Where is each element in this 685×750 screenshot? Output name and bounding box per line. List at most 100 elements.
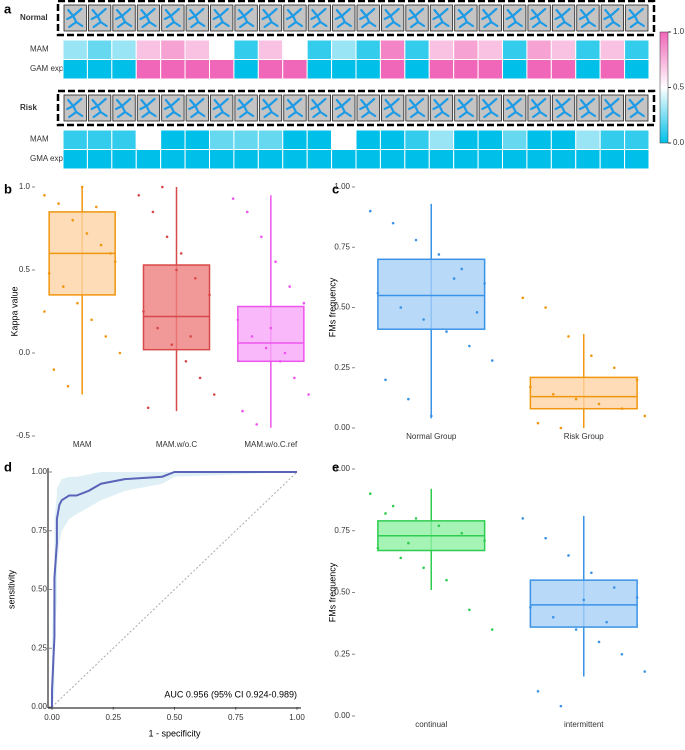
heat-cell <box>209 59 235 80</box>
heat-cell <box>599 149 626 170</box>
jitter-point <box>250 335 254 338</box>
jitter-point <box>567 554 570 557</box>
jitter-point <box>582 598 586 602</box>
y-tick-label: 0.00 <box>31 702 47 711</box>
jitter-point <box>384 378 387 382</box>
jitter-point <box>574 397 578 401</box>
jitter-point <box>376 546 380 550</box>
heat-cell <box>306 59 333 80</box>
jitter-point <box>597 640 601 644</box>
heat-cell <box>404 149 430 170</box>
row-label: MAM <box>30 135 49 144</box>
jitter-point <box>490 359 494 362</box>
heat-cell <box>404 39 430 60</box>
jitter-point <box>429 414 433 418</box>
heat-cell <box>428 149 455 170</box>
jitter-point <box>113 260 117 264</box>
box <box>529 579 638 628</box>
heat-cell <box>404 59 430 80</box>
y-tick-label: 0.5 <box>19 265 31 274</box>
jitter-point <box>231 197 235 200</box>
heat-cell <box>160 129 186 150</box>
heat-cell <box>428 39 455 60</box>
jitter-point <box>236 318 240 322</box>
heat-cell <box>355 129 381 150</box>
heat-cell <box>111 149 137 170</box>
skeleton-icon <box>188 7 206 29</box>
skeleton-icon <box>383 97 401 119</box>
jitter-point <box>391 504 395 508</box>
jitter-point <box>437 524 441 528</box>
jitter-point <box>422 318 425 321</box>
jitter-point <box>264 346 268 350</box>
heat-cell <box>62 149 88 170</box>
skeleton-icon <box>530 7 548 29</box>
panel-label: a <box>4 1 12 16</box>
skeleton-icon <box>334 97 352 119</box>
colorbar-label: 0.0 <box>673 138 685 147</box>
y-tick-label: 0.25 <box>31 643 47 652</box>
heat-cell <box>331 59 357 80</box>
jitter-point <box>529 385 532 389</box>
jitter-point <box>536 421 540 425</box>
jitter-point <box>245 210 249 214</box>
y-tick-label: 1.00 <box>334 182 350 191</box>
jitter-point <box>612 366 616 370</box>
heat-cell <box>575 129 601 150</box>
jitter-point <box>198 376 202 380</box>
jitter-point <box>483 539 486 542</box>
jitter-point <box>241 409 244 413</box>
skeleton-icon <box>90 97 108 119</box>
y-tick-label: 0.75 <box>31 526 47 535</box>
jitter-point <box>255 423 258 426</box>
heat-cell <box>624 59 650 80</box>
jitter-point <box>283 351 287 355</box>
heat-cell <box>550 149 577 170</box>
heat-cell <box>379 39 406 60</box>
jitter-point <box>391 221 395 225</box>
jitter-point <box>118 351 122 355</box>
heat-cell <box>379 59 406 80</box>
y-tick-label: 0.00 <box>334 423 350 432</box>
jitter-point <box>208 293 211 297</box>
y-tick-label: 0.50 <box>31 585 47 594</box>
jitter-point <box>194 277 197 280</box>
skeleton-icon <box>285 97 304 119</box>
jitter-point <box>71 218 75 222</box>
skeleton-icon <box>237 97 255 119</box>
jitter-point <box>146 406 150 410</box>
x-axis-label: 1 - specificity <box>148 728 201 738</box>
y-tick-label: 0.75 <box>334 242 350 251</box>
jitter-point <box>551 615 555 619</box>
jitter-point <box>620 652 624 656</box>
skeleton-icon <box>383 7 401 29</box>
jitter-point <box>368 492 372 496</box>
jitter-point <box>80 185 84 189</box>
skeleton-icon <box>554 7 572 29</box>
x-tick-label: Normal Group <box>406 432 457 441</box>
skeleton-icon <box>359 97 377 119</box>
heat-cell <box>453 129 479 150</box>
heat-cell <box>257 59 284 80</box>
heat-cell <box>62 39 88 60</box>
skeleton-icon <box>285 7 304 29</box>
skeleton-icon <box>114 97 133 119</box>
jitter-point <box>62 285 65 288</box>
heat-cell <box>257 149 284 170</box>
heat-cell <box>453 59 479 80</box>
skeleton-icon <box>139 97 157 119</box>
jitter-point <box>161 185 164 189</box>
heat-cell <box>331 149 357 170</box>
jitter-point <box>544 306 547 309</box>
jitter-point <box>189 335 192 338</box>
skeleton-icon <box>432 97 450 119</box>
jitter-point <box>559 426 563 430</box>
skeleton-icon <box>432 7 450 29</box>
y-axis-label: FMs frequency <box>327 562 337 622</box>
skeleton-icon <box>627 97 645 119</box>
heat-cell <box>526 129 552 150</box>
heat-cell <box>599 59 626 80</box>
y-axis-label: Kappa value <box>9 286 19 336</box>
jitter-point <box>643 670 647 673</box>
